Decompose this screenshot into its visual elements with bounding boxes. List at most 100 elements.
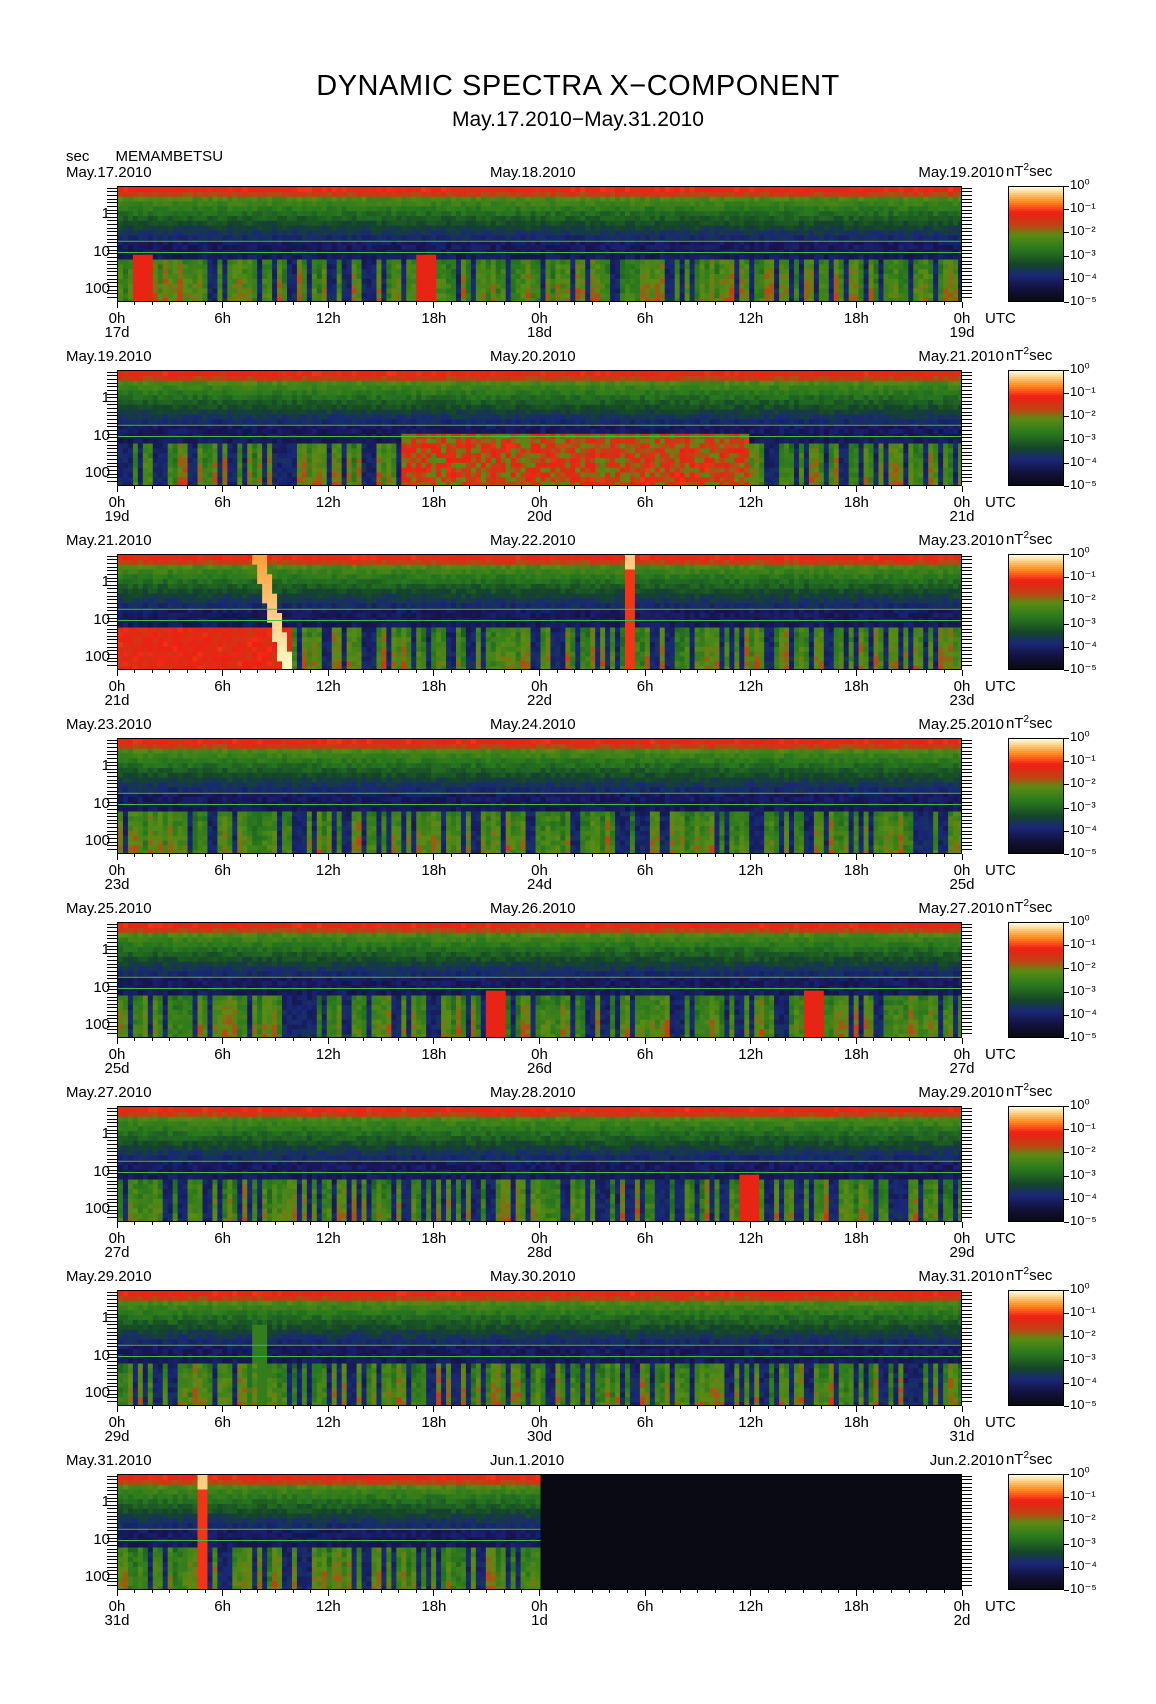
y-minor-tick xyxy=(107,834,117,836)
y-tick-label: 100 xyxy=(80,1200,110,1217)
x-tick xyxy=(750,302,752,308)
y-minor-tick xyxy=(107,808,117,810)
y-minor-tick xyxy=(107,989,117,991)
y-minor-tick xyxy=(962,584,972,586)
x-minor-tick xyxy=(257,1038,259,1041)
y-minor-tick xyxy=(962,1291,972,1293)
colorbar-unit: nT2sec xyxy=(1006,162,1052,180)
y-minor-tick xyxy=(962,985,972,987)
x-minor-tick xyxy=(627,1406,629,1409)
x-minor-tick xyxy=(679,1222,681,1225)
y-minor-tick xyxy=(962,765,972,767)
y-minor-tick xyxy=(962,202,972,204)
y-minor-tick xyxy=(107,1302,117,1304)
x-minor-tick xyxy=(292,1406,294,1409)
y-minor-tick xyxy=(107,776,117,778)
x-tick xyxy=(433,1406,435,1412)
y-minor-tick xyxy=(107,1400,117,1402)
x-tick xyxy=(855,1038,857,1044)
x-minor-tick xyxy=(345,1038,347,1041)
colorbar-unit: nT2sec xyxy=(1006,898,1052,916)
colorbar xyxy=(1008,370,1064,486)
y-minor-tick xyxy=(107,1533,117,1535)
x-tick xyxy=(961,670,963,676)
y-minor-tick xyxy=(962,768,972,770)
x-minor-tick xyxy=(345,854,347,857)
y-minor-tick xyxy=(962,1508,972,1510)
colorbar-label: 10⁰ xyxy=(1070,729,1090,745)
x-minor-tick xyxy=(820,1406,822,1409)
x-minor-tick xyxy=(503,854,505,857)
x-minor-tick xyxy=(503,486,505,489)
y-minor-tick xyxy=(962,1202,972,1204)
x-minor-tick xyxy=(591,1222,593,1225)
colorbar-tick xyxy=(1064,670,1069,671)
y-tick-label: 10 xyxy=(80,243,110,260)
x-minor-tick xyxy=(627,302,629,305)
x-minor-tick xyxy=(539,1406,540,1409)
x-tick-label: 0h xyxy=(97,1598,137,1615)
y-minor-tick xyxy=(962,650,972,652)
x-minor-tick xyxy=(116,1406,118,1409)
x-minor-tick xyxy=(503,1222,505,1225)
y-minor-tick xyxy=(962,1584,972,1586)
x-minor-tick xyxy=(961,1406,963,1409)
y-minor-tick xyxy=(107,1180,117,1182)
x-tick-label: 6h xyxy=(203,310,243,327)
x-minor-tick xyxy=(926,486,928,489)
colorbar-tick xyxy=(1064,186,1069,187)
x-tick xyxy=(644,302,646,308)
x-tick xyxy=(327,670,329,676)
colorbar-label: 10⁻⁴ xyxy=(1070,270,1097,286)
x-tick xyxy=(961,1406,963,1412)
x-minor-tick xyxy=(345,1222,347,1225)
y-minor-tick xyxy=(107,382,117,384)
x-tick-label: 0h xyxy=(97,1230,137,1247)
y-minor-tick xyxy=(107,967,117,969)
y-minor-tick xyxy=(107,805,117,807)
y-minor-tick xyxy=(962,437,972,439)
y-minor-tick xyxy=(107,1328,117,1330)
y-minor-tick xyxy=(107,1125,117,1127)
y-minor-tick xyxy=(107,1118,117,1120)
x-tick xyxy=(539,1038,540,1044)
y-minor-tick xyxy=(962,400,972,402)
y-minor-tick xyxy=(107,772,117,774)
y-minor-tick xyxy=(962,393,972,395)
colorbar-tick xyxy=(1064,761,1069,763)
x-minor-tick xyxy=(204,1038,206,1041)
y-minor-tick xyxy=(107,231,117,233)
x-minor-tick xyxy=(609,1222,611,1225)
x-minor-tick xyxy=(151,1038,153,1041)
panel-end-date: May.21.2010 xyxy=(918,348,1004,365)
colorbar-tick xyxy=(1064,738,1069,739)
y-minor-tick xyxy=(962,952,972,954)
colorbar-label: 10⁻³ xyxy=(1070,1351,1096,1367)
x-minor-tick xyxy=(151,1222,153,1225)
y-minor-tick xyxy=(962,790,972,792)
x-minor-tick xyxy=(750,1222,752,1225)
x-minor-tick xyxy=(239,486,241,489)
x-minor-tick xyxy=(415,302,417,305)
day-label: 2d xyxy=(942,1612,982,1629)
y-minor-tick xyxy=(962,624,972,626)
colorbar-tick xyxy=(1064,1106,1069,1107)
x-minor-tick xyxy=(380,1590,382,1593)
x-minor-tick xyxy=(679,854,681,857)
x-tick-label: 6h xyxy=(203,1230,243,1247)
x-tick xyxy=(222,670,224,676)
x-minor-tick xyxy=(556,302,558,305)
colorbar-label: 10⁻⁴ xyxy=(1070,454,1097,470)
y-minor-tick xyxy=(962,191,972,193)
x-minor-tick xyxy=(908,302,910,305)
colorbar-label: 10⁻⁵ xyxy=(1070,1029,1097,1045)
y-minor-tick xyxy=(962,577,972,579)
x-tick-label: 0h xyxy=(520,1414,560,1431)
colorbar-tick xyxy=(1064,623,1069,625)
y-minor-tick xyxy=(962,379,972,380)
x-minor-tick xyxy=(310,670,312,673)
y-minor-tick xyxy=(107,1011,117,1013)
y-minor-tick xyxy=(962,1393,972,1395)
y-minor-tick xyxy=(962,808,972,810)
x-minor-tick xyxy=(257,1406,259,1409)
